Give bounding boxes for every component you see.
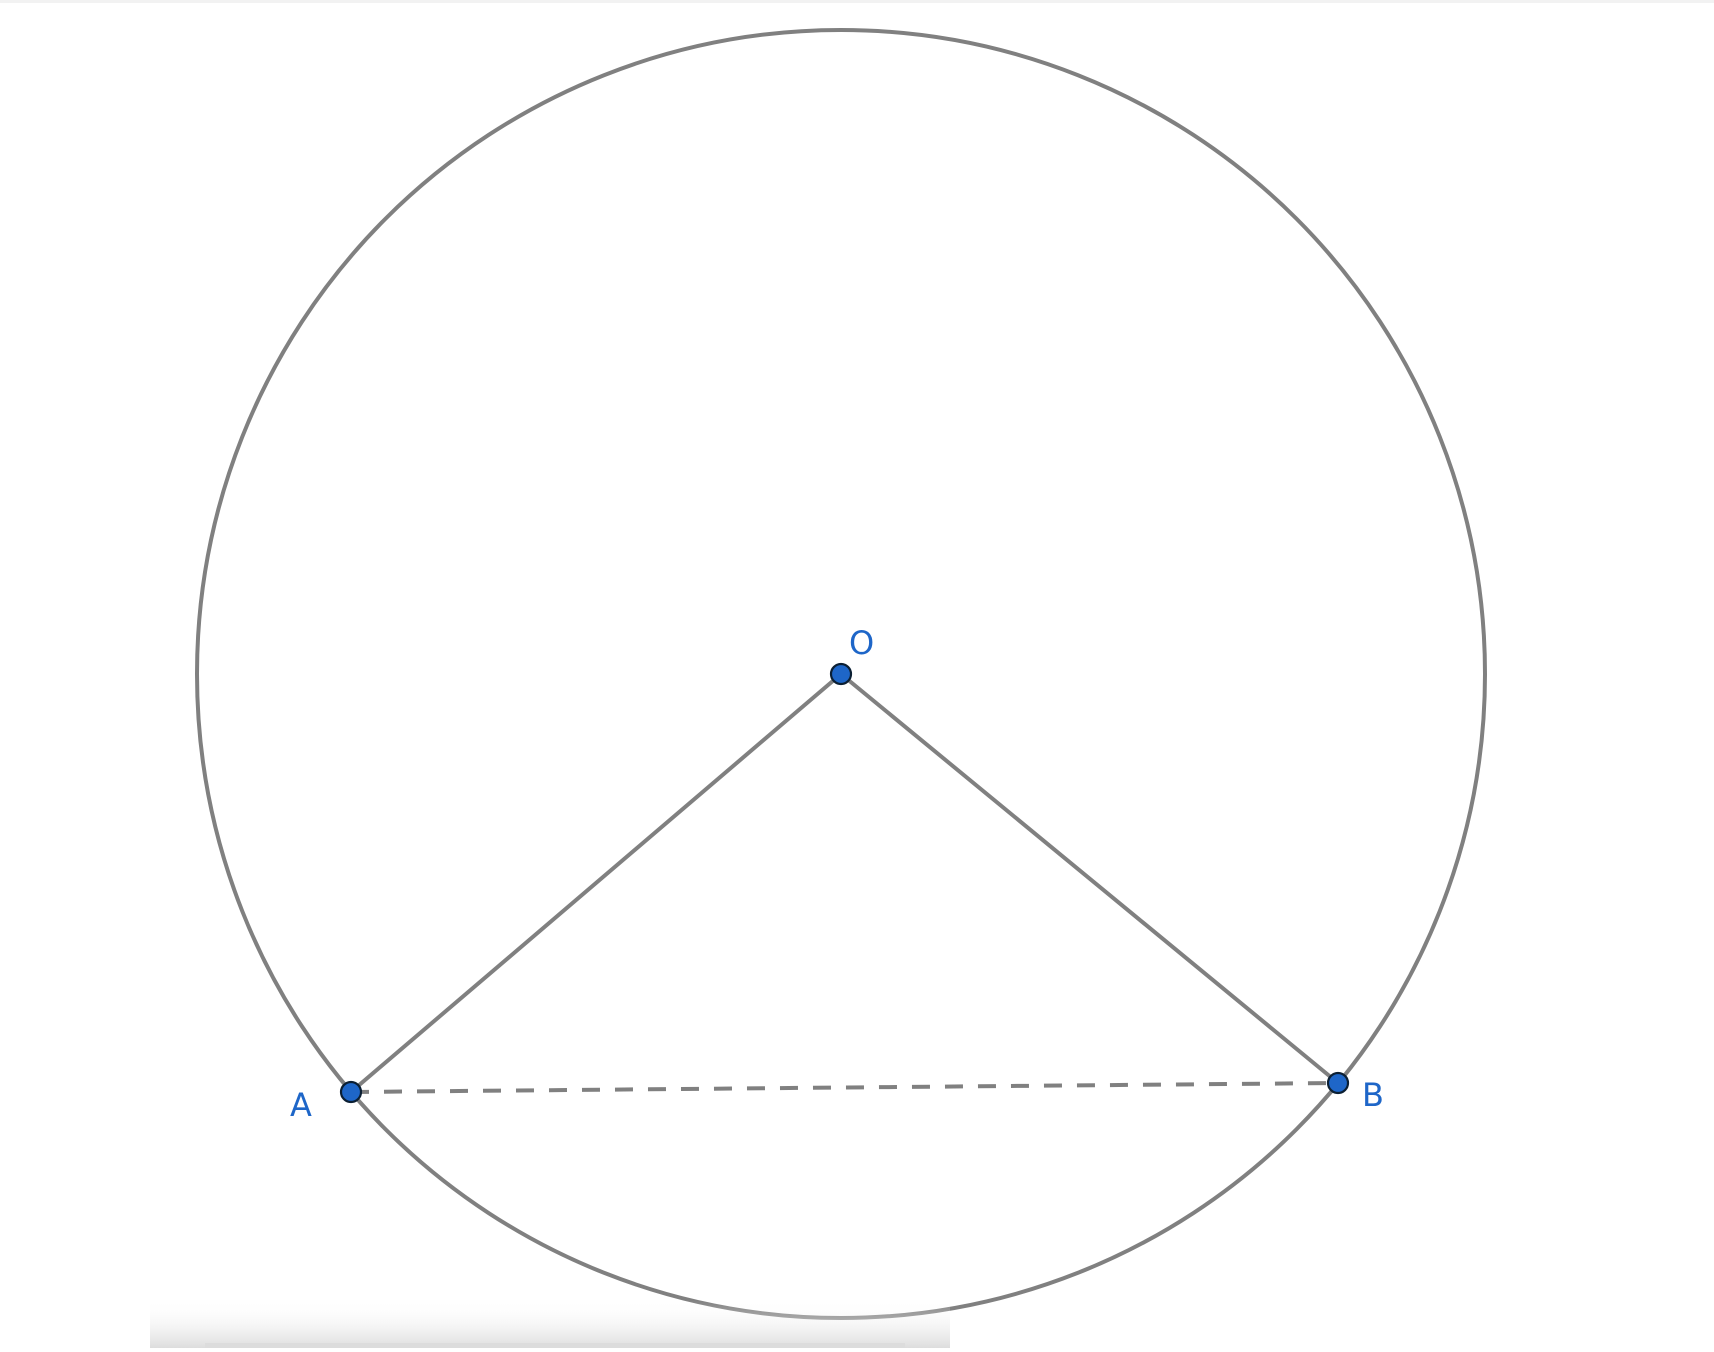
label-o: O (849, 624, 874, 662)
segment-oa (349, 672, 843, 1094)
point-a[interactable] (339, 1080, 363, 1104)
label-b: B (1362, 1076, 1384, 1114)
top-edge-strip (0, 0, 1714, 3)
label-a: A (290, 1086, 312, 1124)
bottom-bar (205, 1343, 905, 1348)
chord-ab (350, 1081, 1339, 1094)
segment-ob (839, 672, 1340, 1085)
bottom-shadow (150, 1300, 950, 1348)
point-b[interactable] (1326, 1071, 1350, 1095)
point-o[interactable] (829, 662, 853, 686)
